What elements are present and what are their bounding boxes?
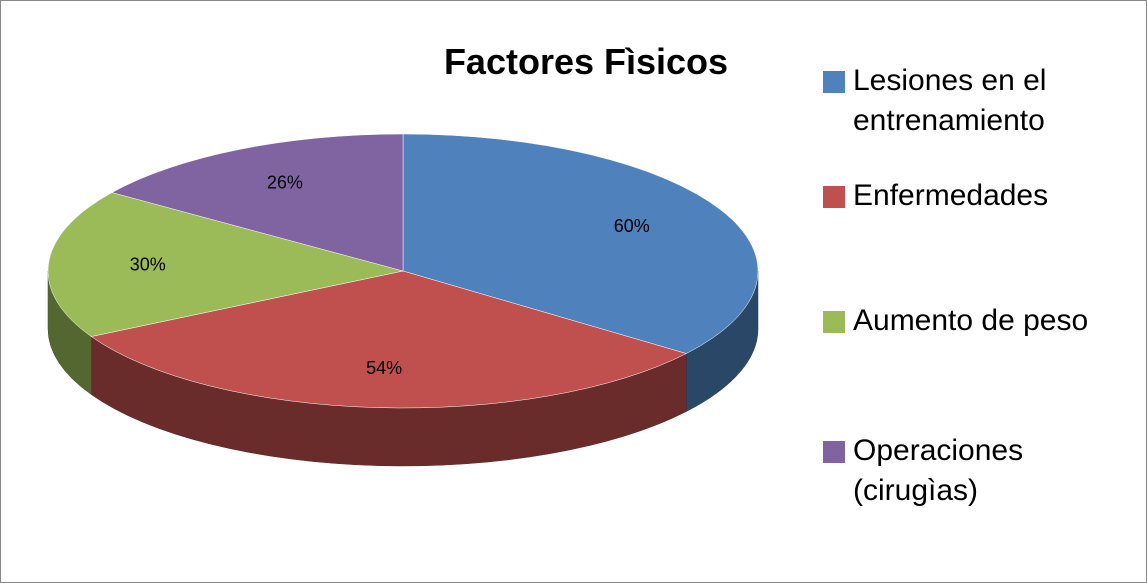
chart-title: Factores Fìsicos <box>443 41 729 82</box>
data-label: 30% <box>130 254 166 274</box>
legend-item: Lesiones en el entrenamiento <box>823 61 1143 141</box>
slice <box>402 133 759 354</box>
data-label: 26% <box>267 172 303 192</box>
legend-label: Enfermedades <box>853 179 1049 212</box>
slice <box>47 192 404 337</box>
slice <box>90 270 687 409</box>
legend-swatch <box>823 186 845 208</box>
legend-item: Operaciones (cirugìas) <box>823 431 1143 511</box>
slice <box>111 133 404 272</box>
data-label: 60% <box>614 216 650 236</box>
data-label: 54% <box>366 358 402 378</box>
legend-label: Lesiones en el entrenamiento <box>853 64 1047 137</box>
legend-swatch <box>823 441 845 463</box>
legend-swatch <box>823 71 845 93</box>
legend-item: Aumento de peso <box>823 301 1143 341</box>
legend-label: Aumento de peso <box>853 304 1089 337</box>
legend-label: Operaciones (cirugìas) <box>853 434 1024 507</box>
legend-item: Enfermedades <box>823 176 1143 216</box>
legend-swatch <box>823 311 845 333</box>
